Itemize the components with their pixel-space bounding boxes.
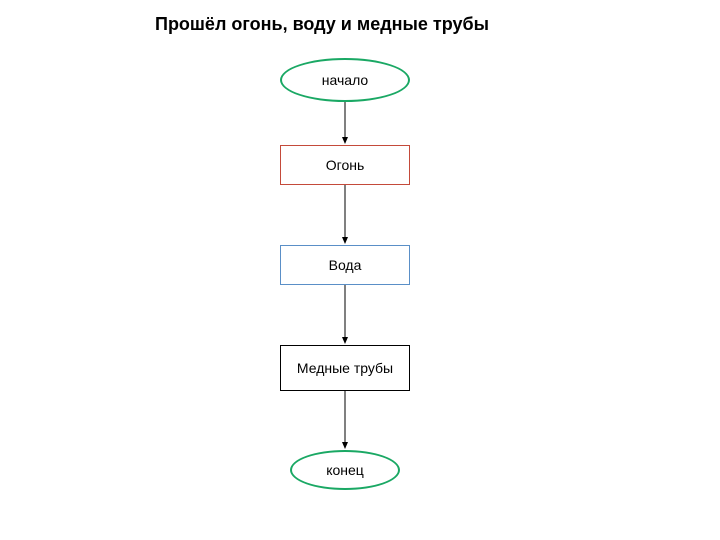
edges-layer (0, 0, 720, 540)
